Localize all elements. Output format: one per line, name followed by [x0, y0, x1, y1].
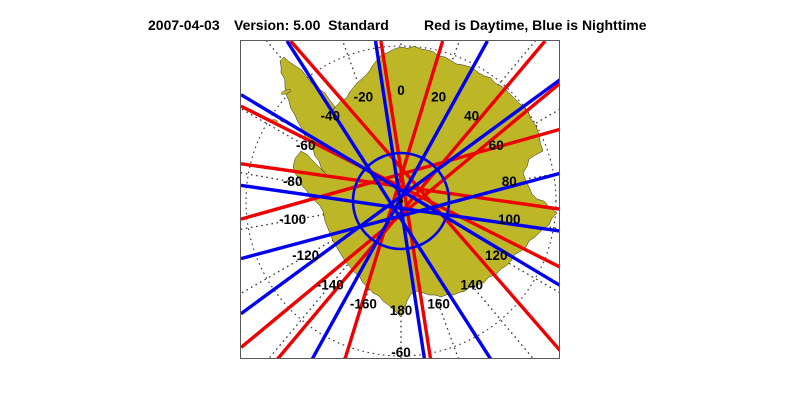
svg-text:-160: -160 [350, 296, 377, 311]
svg-text:-140: -140 [317, 277, 344, 292]
svg-text:-60: -60 [391, 345, 411, 359]
svg-text:160: 160 [427, 296, 450, 311]
svg-text:-40: -40 [321, 109, 341, 124]
svg-text:100: 100 [498, 212, 521, 227]
svg-text:60: 60 [489, 138, 504, 153]
svg-text:0: 0 [397, 83, 405, 98]
svg-text:-20: -20 [354, 90, 374, 105]
svg-text:180: 180 [390, 303, 413, 318]
svg-text:-120: -120 [292, 248, 319, 263]
svg-text:140: 140 [460, 277, 483, 292]
svg-text:-60: -60 [296, 138, 316, 153]
svg-text:120: 120 [485, 248, 508, 263]
svg-text:-80: -80 [283, 174, 303, 189]
svg-text:20: 20 [431, 90, 446, 105]
svg-text:80: 80 [502, 174, 517, 189]
svg-text:-100: -100 [279, 212, 306, 227]
svg-text:40: 40 [464, 109, 479, 124]
